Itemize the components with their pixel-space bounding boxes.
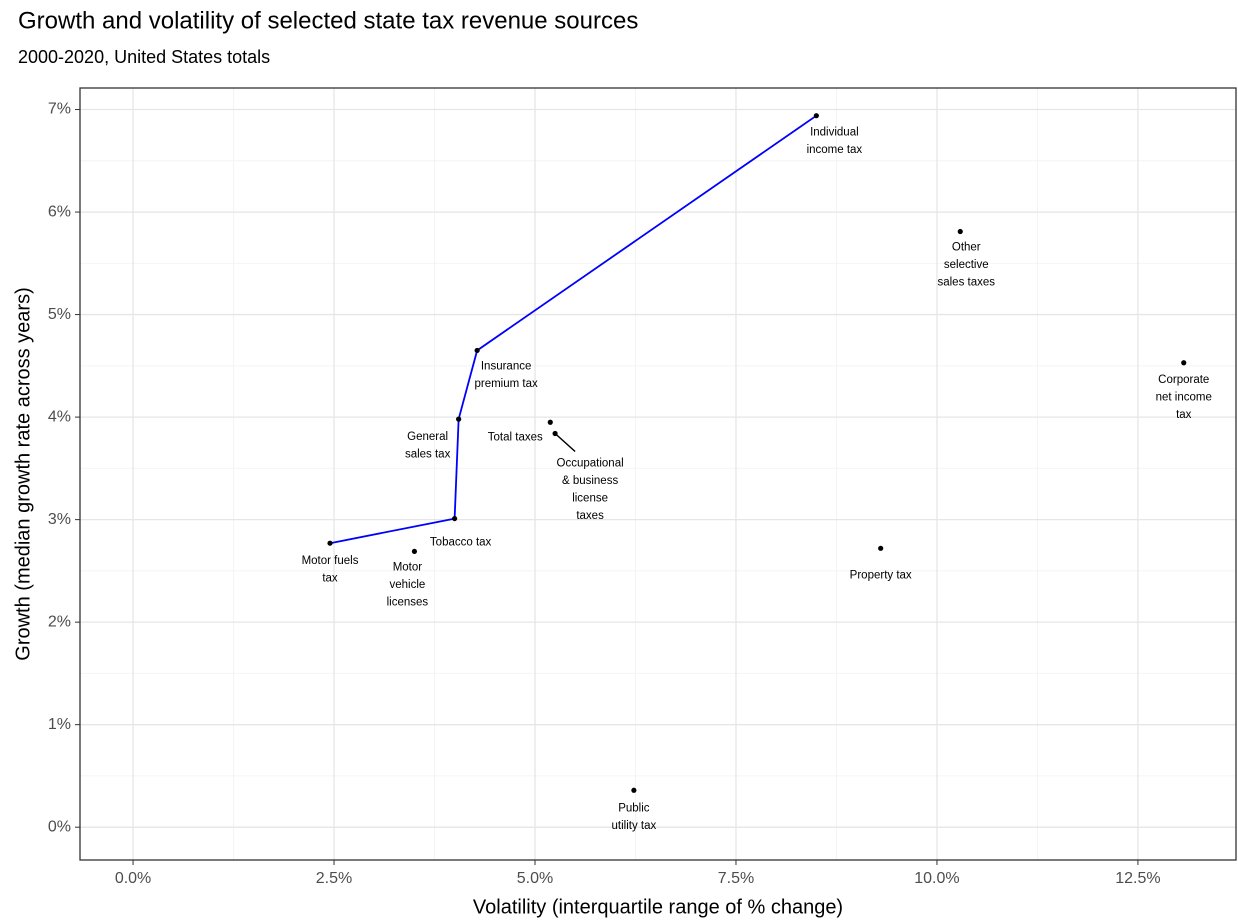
point-label: Total taxes: [488, 431, 543, 443]
point: [957, 228, 963, 235]
point-label: utility tax: [612, 820, 657, 832]
point: [878, 545, 884, 551]
point-label: net income: [1156, 391, 1212, 403]
y-tick-label: 4%: [48, 408, 71, 425]
point: [411, 548, 418, 555]
point-label: Motor: [393, 561, 423, 573]
point-label: Individual: [810, 127, 859, 139]
point-label: premium tax: [474, 378, 538, 390]
y-tick-label: 5%: [48, 306, 71, 323]
point-label: Motor fuels: [302, 555, 359, 567]
point: [1181, 360, 1187, 366]
point-label: General: [407, 431, 448, 443]
point-label: selective: [944, 259, 989, 271]
point: [631, 787, 637, 793]
chart-subtitle: 2000-2020, United States totals: [18, 47, 270, 67]
point-label: Property tax: [850, 569, 912, 581]
point: [456, 416, 462, 422]
plot-border: [79, 87, 1237, 861]
x-tick-label: 12.5%: [1115, 870, 1160, 887]
y-tick-label: 0%: [48, 818, 71, 835]
point-label: Insurance: [481, 360, 532, 372]
point: [813, 113, 819, 119]
point: [474, 347, 480, 354]
y-tick-label: 6%: [48, 203, 71, 220]
point-label: income tax: [807, 144, 863, 156]
y-tick-label: 7%: [48, 101, 71, 118]
y-tick-label: 3%: [48, 511, 71, 528]
point-label: taxes: [576, 510, 604, 522]
point-label: tax: [322, 573, 338, 585]
point-label: vehicle: [390, 579, 426, 591]
x-tick-label: 7.5%: [718, 870, 754, 887]
point-label: sales taxes: [937, 277, 995, 289]
x-axis-title: Volatility (interquartile range of % cha…: [473, 896, 843, 918]
point-label: Occupational: [557, 458, 624, 470]
point-label: Tobacco tax: [430, 537, 492, 549]
point-label: tax: [1176, 409, 1192, 421]
plot-background: [80, 88, 1236, 860]
point-label: license: [572, 493, 608, 505]
point-label: Public: [618, 802, 650, 814]
x-tick-label: 10.0%: [914, 870, 959, 887]
point-label: Corporate: [1158, 374, 1209, 386]
point: [327, 540, 333, 546]
x-tick-label: 0.0%: [115, 870, 151, 887]
point-label: sales tax: [405, 449, 451, 461]
y-axis-title: Growth (median growth rate across years): [12, 287, 34, 660]
x-tick-label: 2.5%: [316, 870, 352, 887]
x-tick-label: 5.0%: [517, 870, 553, 887]
y-tick-label: 1%: [48, 716, 71, 733]
leader-line: [554, 432, 576, 453]
y-tick-label: 2%: [48, 613, 71, 630]
point-label: & business: [562, 475, 619, 487]
point: [547, 419, 553, 425]
chart-title: Growth and volatility of selected state …: [18, 7, 638, 34]
point: [452, 515, 458, 522]
point-label: Other: [952, 242, 981, 254]
point-label: licenses: [387, 596, 429, 608]
